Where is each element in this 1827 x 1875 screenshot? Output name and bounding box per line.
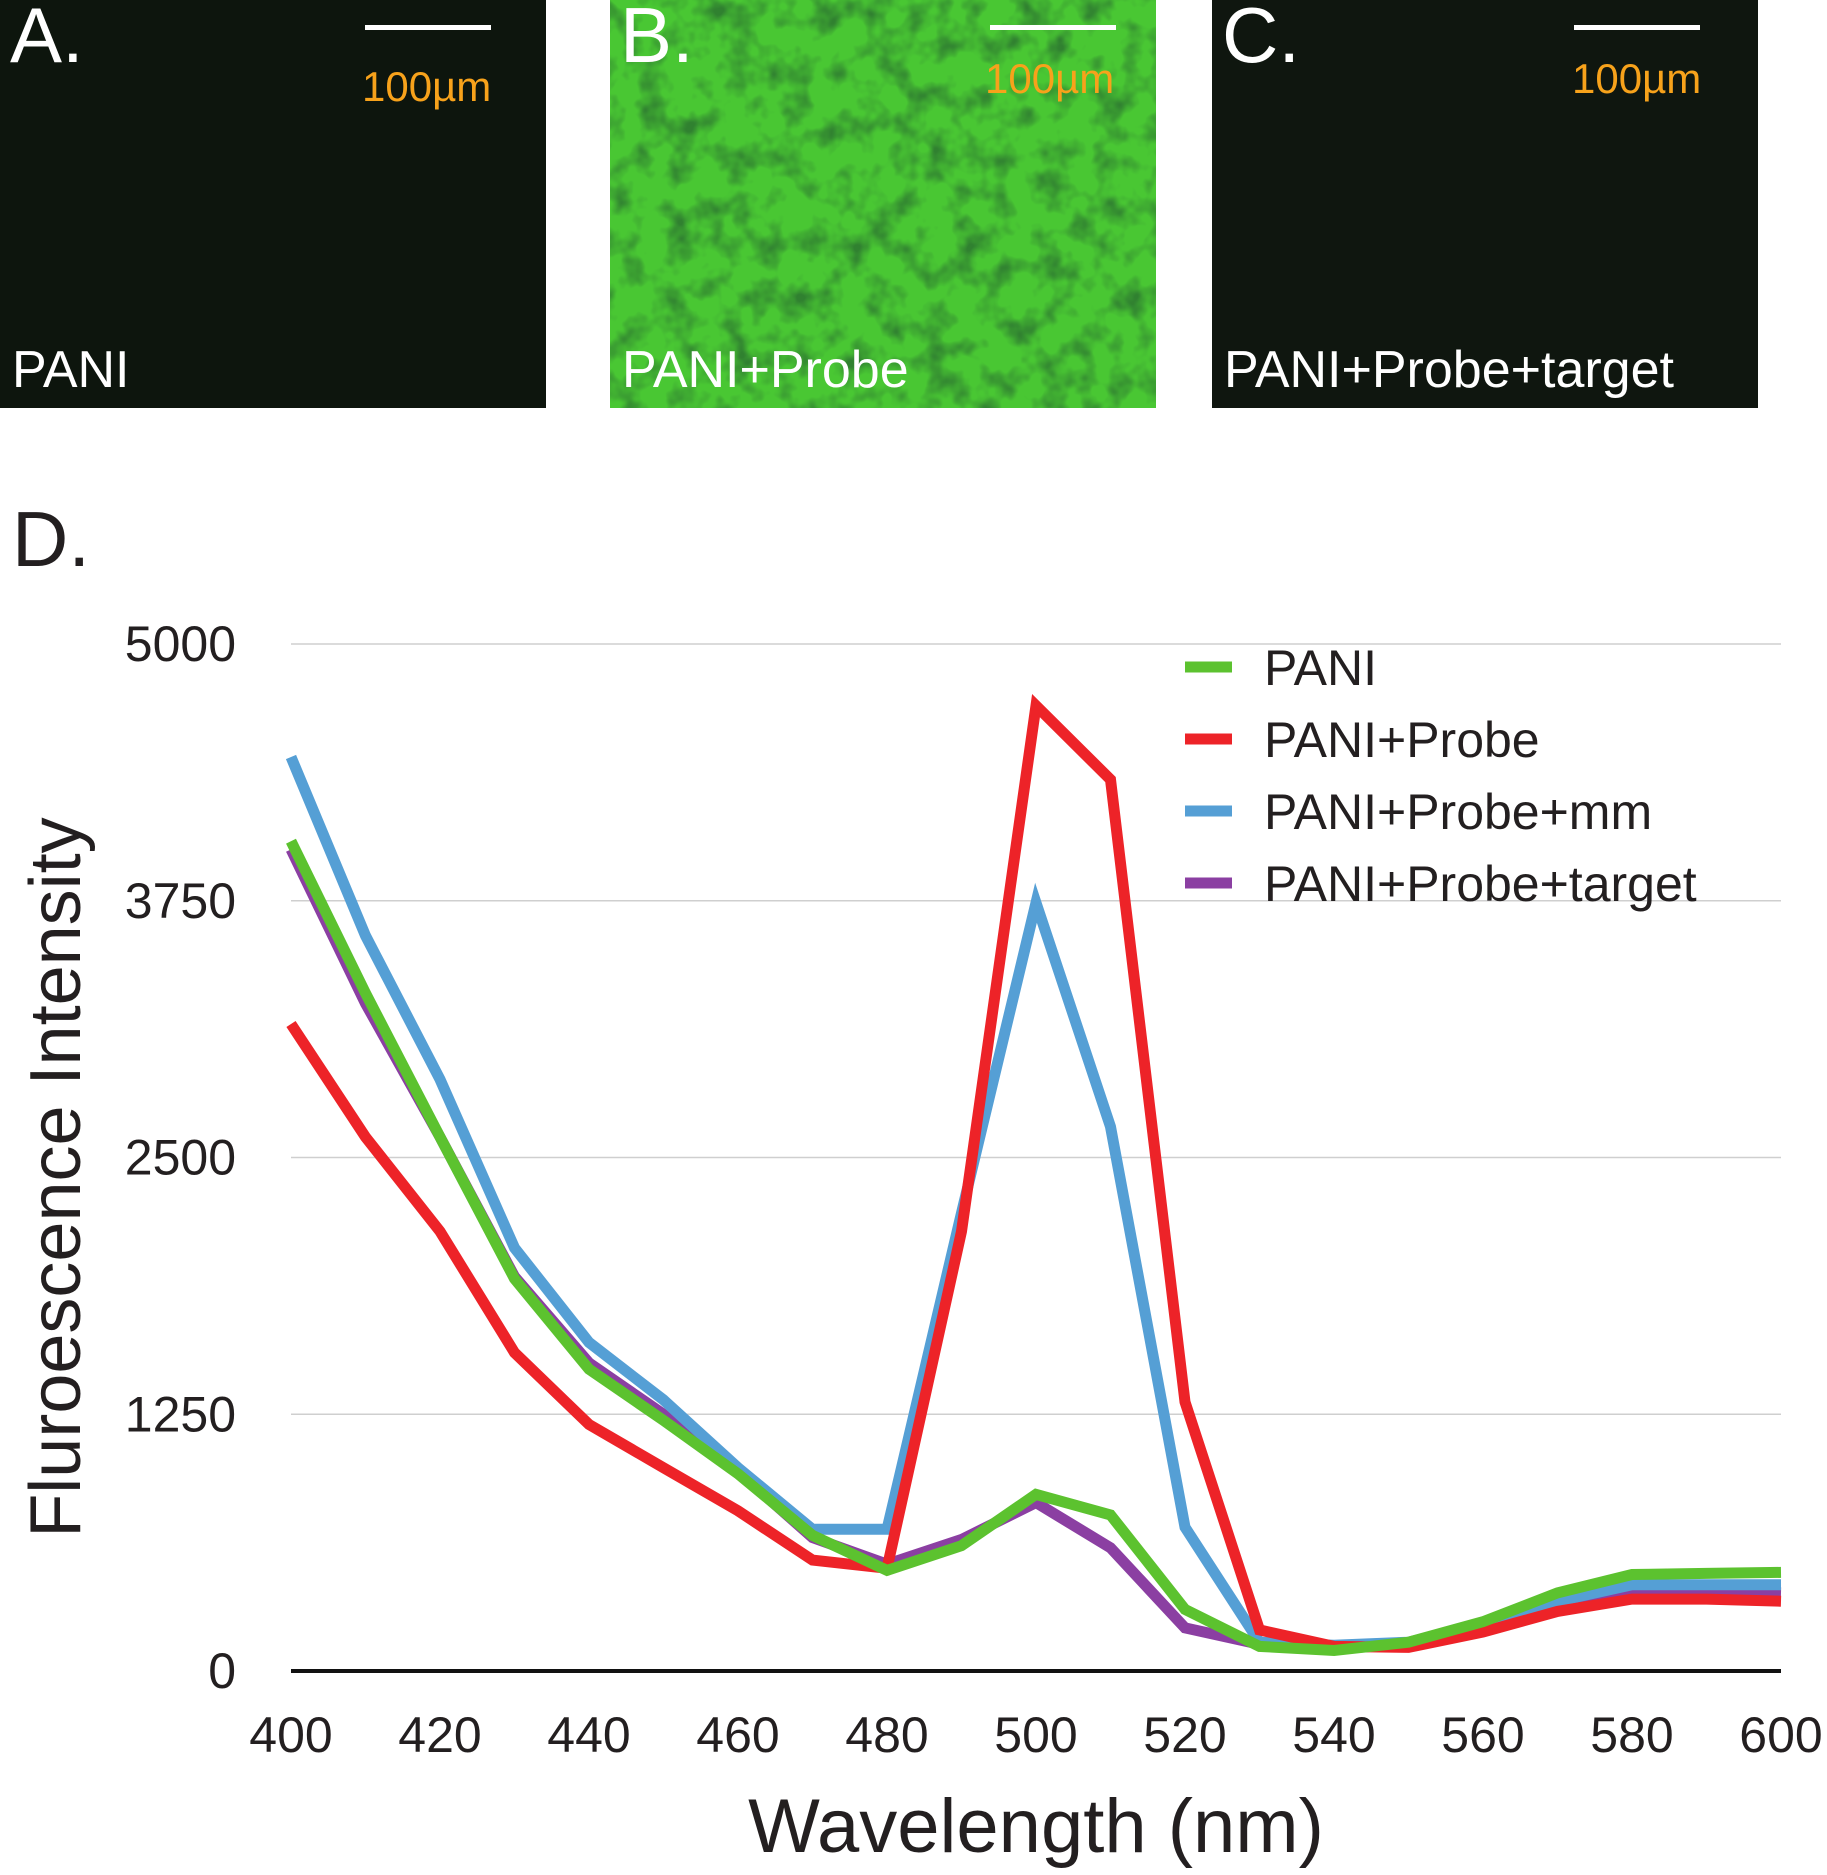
x-tick-label: 480 [845, 1707, 928, 1763]
series-line-pani-probe-mm [285, 754, 1781, 1651]
x-tick-label: 540 [1292, 1707, 1375, 1763]
chart-panel-letter: D. [12, 495, 90, 583]
y-axis-label: Fluroescence Intensity [16, 817, 96, 1537]
panel-c-letter: C. [1222, 0, 1300, 79]
x-tick-label: 460 [696, 1707, 779, 1763]
panel-a-image [0, 0, 546, 408]
panel-a-letter: A. [10, 0, 84, 79]
series-lines [285, 693, 1782, 1657]
panel-b-caption: PANI+Probe [622, 341, 909, 399]
series-line-pani-probe [286, 693, 1782, 1653]
panel-c: C. 100µm PANI+Probe+target [1212, 0, 1758, 408]
y-tick-labels: 0 1250 2500 3750 5000 [125, 616, 236, 1699]
x-tick-label: 600 [1739, 1707, 1822, 1763]
x-tick-labels: 400 420 440 460 480 500 520 540 560 580 600 [249, 1707, 1822, 1763]
y-tick-label: 2500 [125, 1130, 236, 1186]
x-axis-label: Wavelength (nm) [748, 1784, 1324, 1869]
legend-label-pani-probe-target: PANI+Probe+target [1264, 856, 1697, 912]
panel-c-scale-bar [1574, 25, 1700, 30]
x-tick-label: 560 [1441, 1707, 1524, 1763]
y-tick-label: 5000 [125, 616, 236, 672]
legend-label-pani: PANI [1264, 640, 1377, 696]
panel-b-scale-bar [990, 25, 1116, 30]
panel-c-caption: PANI+Probe+target [1224, 341, 1674, 399]
panel-b-letter: B. [620, 0, 694, 79]
panel-c-image [1212, 0, 1758, 408]
legend: PANI PANI+Probe PANI+Probe+mm PANI+Probe+ta… [1185, 640, 1697, 912]
fluorescence-line-chart: 0 1250 2500 3750 5000 400 420 440 460 480 500 520 5… [16, 616, 1823, 1869]
panel-a-caption: PANI [12, 341, 130, 399]
y-tick-label: 0 [208, 1643, 236, 1699]
legend-label-pani-probe: PANI+Probe [1264, 712, 1540, 768]
x-tick-label: 500 [994, 1707, 1077, 1763]
x-tick-label: 420 [398, 1707, 481, 1763]
panel-b-scale-label: 100µm [985, 55, 1115, 102]
series-line-pani [286, 838, 1782, 1657]
x-tick-label: 400 [249, 1707, 332, 1763]
y-tick-label: 3750 [125, 873, 236, 929]
panel-b: B. 100µm PANI+Probe [610, 0, 1156, 408]
grid-lines [291, 643, 1781, 1415]
panel-a: A. 100µm PANI [0, 0, 546, 408]
x-tick-label: 520 [1143, 1707, 1226, 1763]
y-tick-label: 1250 [125, 1386, 236, 1442]
panel-b-image [610, 0, 1156, 408]
x-tick-label: 440 [547, 1707, 630, 1763]
x-tick-label: 580 [1590, 1707, 1673, 1763]
legend-label-pani-probe-mm: PANI+Probe+mm [1264, 784, 1652, 840]
panel-c-scale-label: 100µm [1572, 55, 1702, 102]
panel-a-scale-bar [365, 25, 491, 30]
panel-a-scale-label: 100µm [362, 63, 492, 110]
